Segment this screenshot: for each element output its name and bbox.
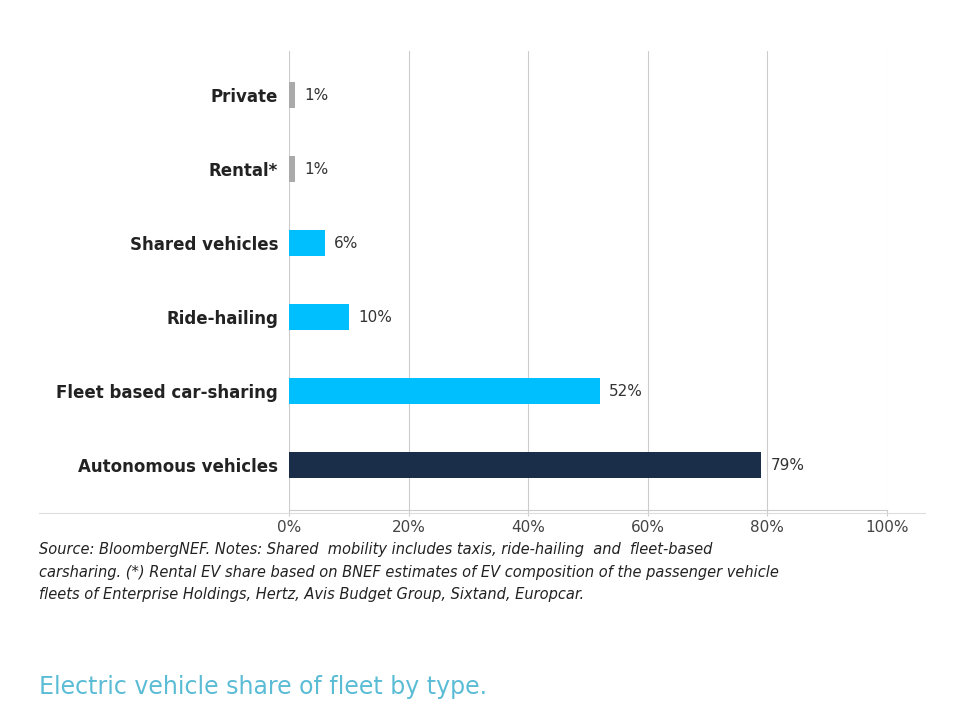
Bar <box>289 157 295 182</box>
Bar <box>289 82 295 108</box>
Text: 52%: 52% <box>609 384 643 399</box>
Text: 1%: 1% <box>305 162 329 177</box>
Text: 79%: 79% <box>770 458 804 472</box>
Text: Electric vehicle share of fleet by type.: Electric vehicle share of fleet by type. <box>39 675 487 699</box>
Text: 6%: 6% <box>334 236 359 250</box>
Text: 1%: 1% <box>305 88 329 103</box>
Bar <box>289 379 600 404</box>
Text: Source: BloombergNEF. Notes: Shared  mobility includes taxis, ride-hailing  and : Source: BloombergNEF. Notes: Shared mobi… <box>39 542 779 602</box>
Text: 10%: 10% <box>358 310 391 325</box>
Bar <box>289 452 762 478</box>
Bar <box>289 230 325 256</box>
Bar <box>289 304 349 331</box>
